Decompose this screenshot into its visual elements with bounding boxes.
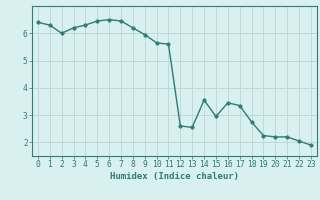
X-axis label: Humidex (Indice chaleur): Humidex (Indice chaleur)	[110, 172, 239, 181]
